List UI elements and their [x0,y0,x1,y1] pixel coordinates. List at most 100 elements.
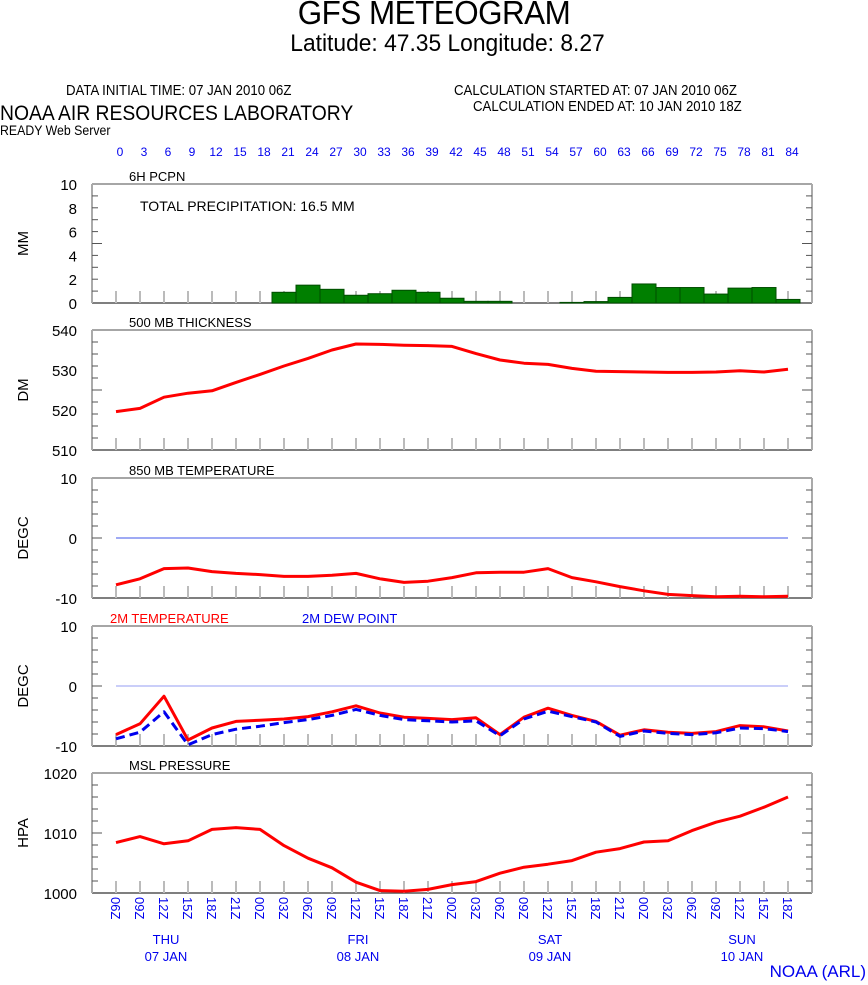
forecast-hour-label: 21 [281,145,295,159]
y-axis-label: DM [15,378,32,401]
utc-time-label: 09Z [516,897,531,919]
date-label: 08 JAN [337,949,380,964]
forecast-hour-label: 48 [497,145,511,159]
forecast-hour-label: 42 [449,145,463,159]
utc-time-label: 00Z [252,897,267,919]
precip-bar [343,294,369,304]
forecast-hour-label: 30 [353,145,367,159]
precip-bar [487,300,513,304]
legend-2m-dew-point: 2M DEW POINT [302,611,397,626]
calculation-started: CALCULATION STARTED AT: 07 JAN 2010 06Z [454,82,737,99]
precip-bar [367,293,393,304]
day-label: THU [153,932,180,947]
data-initial-time: DATA INITIAL TIME: 07 JAN 2010 06Z [66,82,292,99]
panel-title: MSL PRESSURE [129,758,231,773]
y-tick-label: 8 [69,201,77,218]
forecast-hour-label: 33 [377,145,391,159]
utc-time-label: 12Z [540,897,555,919]
server-label: READY Web Server [0,122,111,138]
y-tick-label: 0 [69,679,77,696]
utc-time-label: 21Z [612,897,627,919]
forecast-hour-label: 36 [401,145,415,159]
y-axis-label: DEGC [15,516,32,560]
date-label: 10 JAN [721,949,764,964]
utc-time-label: 00Z [636,897,651,919]
utc-time-label: 15Z [372,897,387,919]
utc-time-label: 09Z [708,897,723,919]
forecast-hour-label: 66 [641,145,655,159]
precip-bar [295,284,321,304]
lab-name: NOAA AIR RESOURCES LABORATORY [0,102,354,125]
precip-bar [607,296,633,304]
forecast-hour-label: 57 [569,145,583,159]
forecast-hour-label: 18 [257,145,271,159]
utc-time-label: 06Z [684,897,699,919]
utc-time-label: 06Z [492,897,507,919]
y-axis-label: HPA [15,818,32,848]
utc-time-label: 03Z [660,897,675,919]
utc-time-label: 15Z [756,897,771,919]
utc-time-label: 03Z [276,897,291,919]
forecast-hour-label: 78 [737,145,751,159]
y-tick-label: 10 [60,619,77,636]
precip-bar [319,288,345,304]
y-tick-label: 6 [69,225,77,242]
utc-time-label: 18Z [204,897,219,919]
utc-time-label: 09Z [132,897,147,919]
forecast-hour-label: 69 [665,145,679,159]
forecast-hour-label: 81 [761,145,775,159]
y-tick-label: 1000 [44,886,77,903]
forecast-hour-label: 0 [117,145,124,159]
y-tick-label: 530 [52,363,77,380]
utc-time-label: 15Z [564,897,579,919]
forecast-hour-label: 3 [141,145,148,159]
utc-time-label: 09Z [324,897,339,919]
date-label: 07 JAN [145,949,188,964]
precip-bar [271,291,297,304]
y-tick-label: -10 [55,591,77,608]
precip-bar [727,287,753,304]
utc-time-label: 06Z [300,897,315,919]
forecast-hour-label: 51 [521,145,535,159]
msl-pressure-line [115,795,789,893]
panel-title: 6H PCPN [129,169,185,184]
utc-time-label: 18Z [396,897,411,919]
forecast-hour-label: 27 [329,145,343,159]
forecast-hour-label: 9 [189,145,196,159]
forecast-hour-label: 75 [713,145,727,159]
panel-title: 850 MB TEMPERATURE [129,463,275,478]
forecast-hour-label: 72 [689,145,703,159]
utc-time-label: 12Z [156,897,171,919]
day-label: FRI [348,932,369,947]
forecast-hour-label: 84 [785,145,799,159]
legend-2m-temperature: 2M TEMPERATURE [110,611,229,626]
utc-time-label: 12Z [348,897,363,919]
page-title: GFS METEOGRAM [297,0,571,31]
precip-bar [463,300,489,304]
utc-time-label: 18Z [588,897,603,919]
forecast-hour-label: 24 [305,145,319,159]
forecast-hour-label: 54 [545,145,559,159]
precip-bar [559,301,585,304]
y-tick-label: 4 [69,248,77,265]
utc-time-label: 06Z [108,897,123,919]
precip-bar [655,287,681,304]
panel-title: 500 MB THICKNESS [129,315,252,330]
precip-bar [775,298,801,304]
forecast-hour-label: 60 [593,145,607,159]
date-label: 09 JAN [529,949,572,964]
500-mb-thickness-line [115,342,789,414]
forecast-hour-label: 6 [165,145,172,159]
precip-bar [631,283,657,304]
forecast-hour-label: 63 [617,145,631,159]
y-tick-label: 0 [69,296,77,313]
total-precipitation-label: TOTAL PRECIPITATION: 16.5 MM [140,198,355,214]
utc-time-label: 12Z [732,897,747,919]
forecast-hour-label: 12 [209,145,223,159]
850-mb-temperature-line [115,566,789,599]
y-tick-label: 10 [60,177,77,194]
forecast-hour-label: 39 [425,145,439,159]
utc-time-label: 00Z [444,897,459,919]
precip-bar [415,291,441,304]
